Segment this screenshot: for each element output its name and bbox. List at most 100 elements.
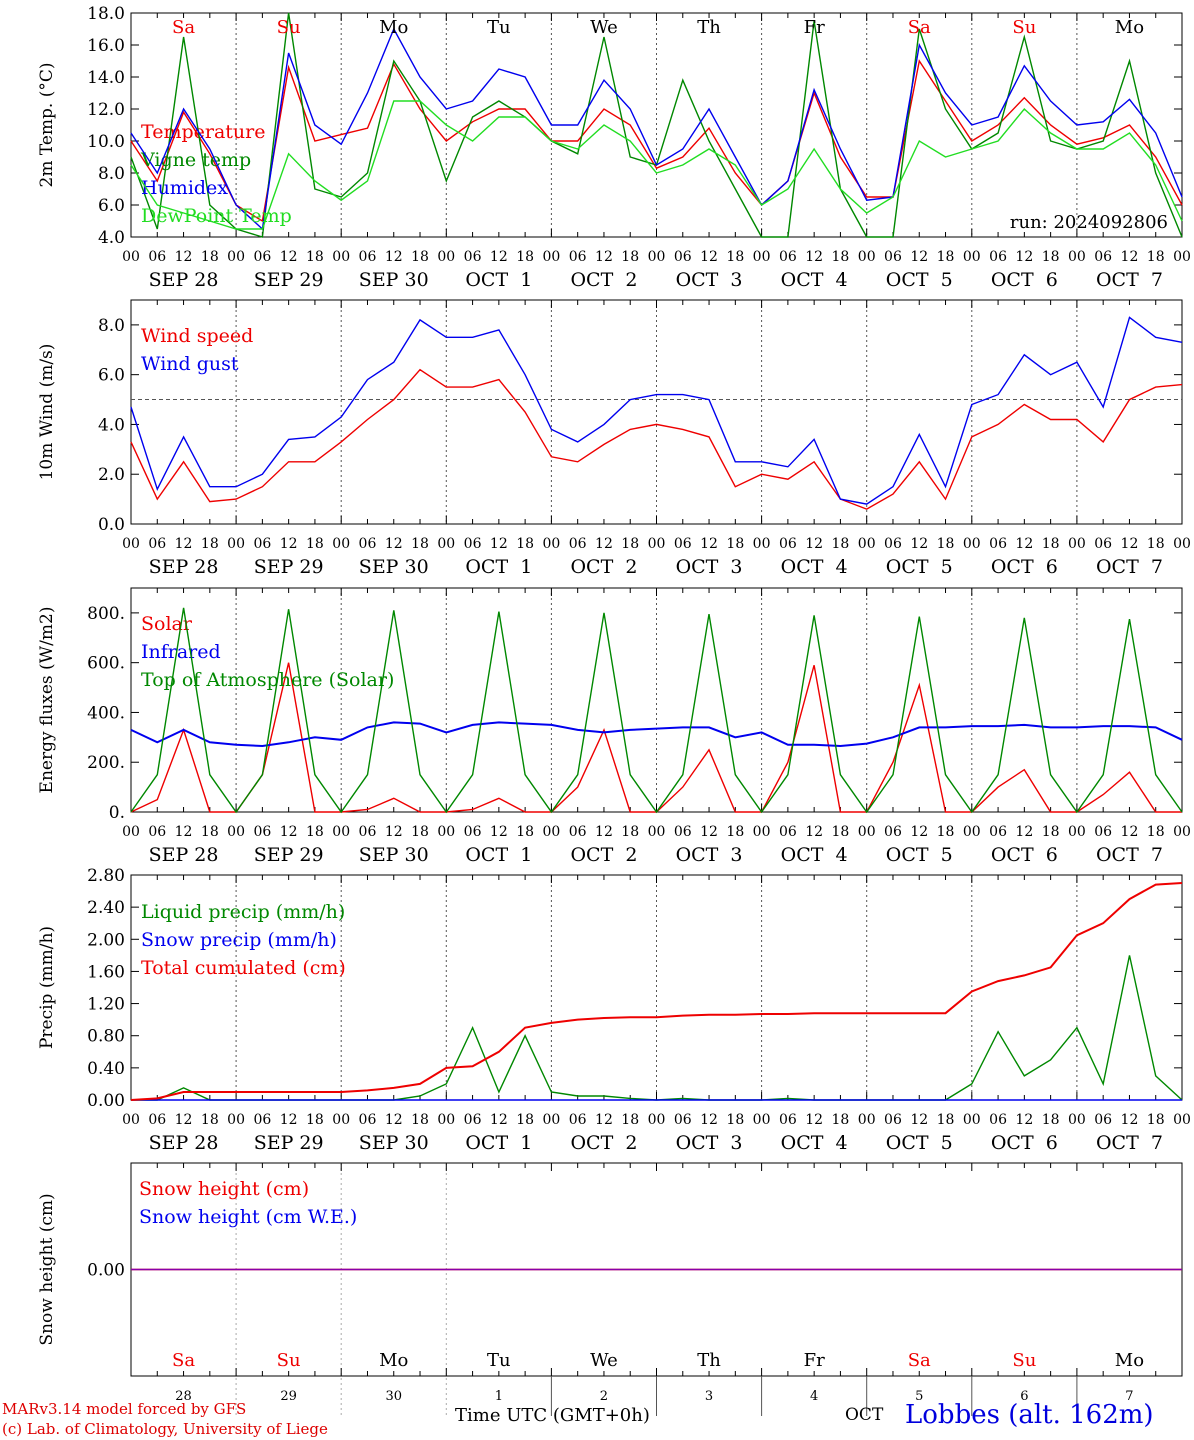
weekday-label: Th	[697, 17, 721, 38]
hour-label: 12	[1121, 824, 1139, 840]
date-label: OCT 3	[676, 1132, 743, 1154]
y-axis-label: Energy fluxes (W/m2)	[37, 607, 57, 794]
hour-label: 18	[516, 824, 534, 840]
hour-label: 18	[1147, 249, 1165, 265]
y-tick-label: 200.	[87, 753, 125, 773]
hour-label: 06	[569, 249, 587, 265]
date-label: OCT 7	[1096, 269, 1163, 291]
hour-label: 00	[648, 249, 666, 265]
x-axis-title: Time UTC (GMT+0h)	[455, 1405, 650, 1426]
hour-label: 12	[1015, 536, 1033, 552]
hour-label: 06	[1094, 1112, 1112, 1128]
hour-label: 00	[332, 536, 350, 552]
series-line	[130, 368, 1183, 510]
date-label: OCT 5	[886, 269, 953, 291]
hour-label: 00	[332, 1112, 350, 1128]
weekday-label: Sa	[172, 1350, 195, 1371]
y-tick-label: 2.80	[87, 866, 125, 886]
hour-label: 12	[700, 1112, 718, 1128]
hour-label: 18	[937, 1112, 955, 1128]
lab-credit: (c) Lab. of Climatology, University of L…	[2, 1420, 328, 1438]
hour-label: 00	[542, 249, 560, 265]
hour-label: 12	[805, 249, 823, 265]
hour-label: 00	[1173, 536, 1191, 552]
date-label: OCT 1	[465, 556, 532, 578]
legend-entry: Wind speed	[141, 325, 253, 347]
hour-label: 18	[306, 824, 324, 840]
date-label: SEP 30	[359, 844, 429, 866]
weekday-label: We	[590, 1350, 618, 1371]
hour-label: 12	[1015, 249, 1033, 265]
hour-label: 00	[753, 536, 771, 552]
legend-entry: DewPoint Temp	[141, 205, 292, 227]
y-tick-label: 12.0	[87, 100, 125, 120]
date-label: OCT 2	[570, 556, 637, 578]
y-tick-label: 0.	[109, 803, 125, 823]
panel-4: 0.00 0.40 0.80 1.20 1.60 2.00 2.40 2.80 Precip (…	[37, 866, 1191, 1154]
legend-entry: Humidex	[141, 177, 228, 199]
hour-label: 18	[1147, 536, 1165, 552]
date-label: OCT 4	[781, 269, 848, 291]
legend-entry: Vigne temp	[140, 149, 251, 171]
hour-label: 00	[753, 824, 771, 840]
hour-label: 06	[989, 249, 1007, 265]
hour-label: 00	[437, 536, 455, 552]
legend-entry: Wind gust	[141, 353, 239, 375]
day-number: 5	[915, 1389, 923, 1404]
hour-label: 06	[253, 249, 271, 265]
hour-label: 06	[884, 249, 902, 265]
y-tick-label: 2.00	[87, 930, 125, 950]
hour-label: 12	[805, 1112, 823, 1128]
hour-label: 06	[989, 536, 1007, 552]
legend-entry: Total cumulated (cm)	[141, 957, 346, 979]
series-line	[130, 100, 1183, 230]
hour-label: 18	[1042, 536, 1060, 552]
date-label: OCT 6	[991, 1132, 1058, 1154]
hour-label: 18	[516, 1112, 534, 1128]
weekday-label: Su	[277, 1350, 301, 1371]
y-axis-label: Snow height (cm)	[37, 1193, 57, 1345]
hour-label: 18	[832, 249, 850, 265]
hour-label: 12	[1015, 824, 1033, 840]
hour-label: 12	[385, 536, 403, 552]
date-label: OCT 5	[886, 844, 953, 866]
date-label: OCT 1	[465, 269, 532, 291]
date-label: OCT 7	[1096, 1132, 1163, 1154]
date-label: SEP 29	[254, 556, 324, 578]
hour-label: 00	[1173, 249, 1191, 265]
hour-label: 06	[569, 1112, 587, 1128]
hour-label: 00	[122, 1112, 140, 1128]
y-tick-label: 0.00	[87, 1091, 125, 1111]
hour-label: 00	[858, 824, 876, 840]
hour-label: 12	[595, 1112, 613, 1128]
panel-3: 0.200.400.600.800.Energy fluxes (W/m2) So…	[37, 587, 1191, 866]
weekday-label: Th	[697, 1350, 721, 1371]
hour-label: 00	[858, 1112, 876, 1128]
hour-label: 06	[253, 1112, 271, 1128]
weekday-label: Mo	[1115, 1350, 1144, 1371]
hour-label: 12	[385, 249, 403, 265]
y-tick-label: 800.	[87, 604, 125, 624]
date-label: OCT 5	[886, 1132, 953, 1154]
hour-label: 18	[411, 1112, 429, 1128]
hour-label: 00	[542, 1112, 560, 1128]
date-label: OCT 1	[465, 1132, 532, 1154]
date-label: OCT 4	[781, 844, 848, 866]
hour-label: 00	[542, 536, 560, 552]
hour-label: 06	[148, 536, 166, 552]
day-number: 6	[1020, 1389, 1028, 1404]
y-tick-label: 0.00	[87, 1261, 125, 1281]
y-axis-label: Precip (mm/h)	[37, 926, 57, 1049]
hour-label: 00	[227, 1112, 245, 1128]
hour-label: 00	[858, 536, 876, 552]
hour-label: 18	[201, 1112, 219, 1128]
y-tick-label: 4.0	[98, 415, 125, 435]
weekday-label: Sa	[908, 17, 931, 38]
day-number: 29	[280, 1389, 297, 1404]
hour-label: 06	[779, 249, 797, 265]
date-label: SEP 28	[149, 556, 219, 578]
hour-label: 06	[1094, 824, 1112, 840]
hour-label: 06	[884, 536, 902, 552]
weekday-label: Sa	[908, 1350, 931, 1371]
hour-label: 00	[963, 824, 981, 840]
